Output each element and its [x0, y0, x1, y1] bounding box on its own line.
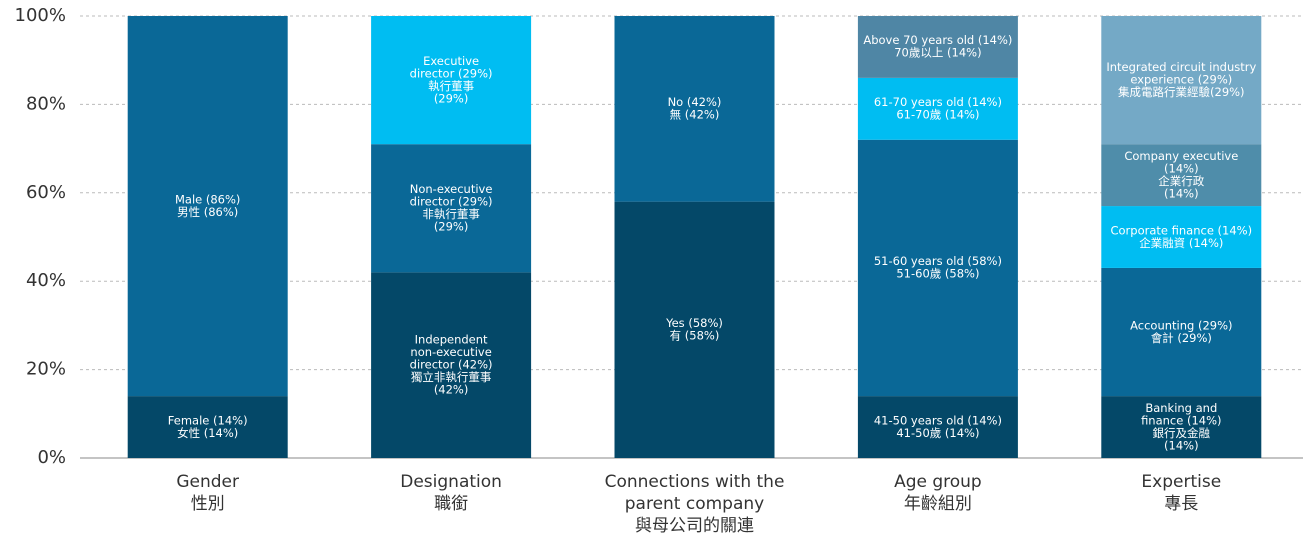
segment-label: Corporate finance (14%) [1110, 223, 1252, 237]
segment-label: Independent [415, 333, 488, 347]
segment-label: 無 (42%) [670, 108, 720, 122]
bar-segment [857, 77, 1018, 140]
bar-segment [127, 396, 288, 458]
bar-segment [371, 16, 532, 145]
segment-label: 41-50 years old (14%) [874, 413, 1002, 427]
y-tick-label: 60% [26, 182, 66, 203]
bar-segment [614, 201, 775, 458]
segment-label: 獨立非執行董事 [411, 370, 492, 384]
bar-segment [614, 16, 775, 202]
segment-label: 銀行及金融 [1153, 426, 1211, 440]
x-tick-label: parent company [625, 494, 764, 514]
segment-label: Female (14%) [168, 413, 248, 427]
segment-label: Integrated circuit industry [1106, 60, 1256, 74]
segment-label: 51-60 years old (58%) [874, 254, 1002, 268]
bar-segment [1101, 144, 1262, 207]
bar-segment [857, 16, 1018, 78]
segment-label: Banking and [1145, 401, 1217, 415]
x-tick-label: Expertise [1141, 472, 1221, 492]
x-tick-label: Age group [894, 472, 982, 492]
segment-label: (14%) [1164, 438, 1199, 452]
y-tick-label: 80% [26, 93, 66, 114]
segment-label: 非執行董事 [422, 207, 480, 221]
bar-segment [1101, 206, 1262, 268]
y-tick-label: 0% [37, 447, 66, 468]
segment-label: director (29%) [410, 66, 493, 80]
segment-label: Executive [423, 54, 479, 68]
bar-segment [857, 139, 1018, 397]
x-tick-label: Gender [176, 472, 239, 492]
bar-segment [857, 396, 1018, 458]
segment-label: 61-70歲 (14%) [896, 108, 979, 122]
x-tick-label: 與母公司的關連 [635, 516, 754, 536]
x-tick-label: Designation [400, 472, 502, 492]
x-tick-label: 性別 [191, 494, 225, 514]
bar-segment [371, 144, 532, 273]
segment-label: 女性 (14%) [177, 426, 238, 440]
bar-segment [1101, 16, 1262, 145]
segment-label: Male (86%) [175, 192, 240, 206]
bar-segment [1101, 267, 1262, 397]
y-tick-label: 100% [15, 5, 66, 26]
segment-label: experience (29%) [1130, 73, 1232, 87]
segment-label: (14%) [1164, 186, 1199, 200]
x-tick-label: 職銜 [434, 494, 468, 514]
bar-segment [127, 16, 288, 397]
y-tick-label: 40% [26, 270, 66, 291]
segment-label: director (42%) [410, 358, 493, 372]
x-tick-label: 專長 [1164, 494, 1198, 514]
y-tick-label: 20% [26, 359, 66, 380]
segment-label: (42%) [434, 383, 469, 397]
segment-label: finance (14%) [1141, 413, 1221, 427]
segment-label: 企業行政 [1158, 174, 1204, 188]
segment-label: 集成電路行業經驗(29%) [1118, 85, 1245, 99]
segment-label: (29%) [434, 91, 469, 105]
segment-label: Non-executive [410, 182, 493, 196]
x-tick-label: Connections with the [605, 472, 785, 492]
segment-label: 企業融資 (14%) [1139, 236, 1223, 250]
segment-label: 會計 (29%) [1151, 331, 1212, 345]
segment-label: 51-60歲 (58%) [896, 267, 979, 281]
segment-label: No (42%) [668, 95, 722, 109]
x-tick-label: 年齡組別 [904, 494, 972, 514]
segment-label: 70歲以上 (14%) [894, 46, 981, 60]
bar-segment [1101, 396, 1262, 458]
segment-label: Above 70 years old (14%) [863, 33, 1012, 47]
segment-label: Company executive [1124, 149, 1238, 163]
segment-label: (14%) [1164, 161, 1199, 175]
segment-label: non-executive [410, 345, 491, 359]
segment-label: 有 (58%) [670, 329, 720, 343]
segment-label: 41-50歲 (14%) [896, 426, 979, 440]
segment-label: Accounting (29%) [1130, 318, 1232, 332]
segment-label: director (29%) [410, 195, 493, 209]
bar-segment [371, 272, 532, 458]
segment-label: 執行董事 [428, 79, 474, 93]
segment-label: 男性 (86%) [177, 205, 238, 219]
segment-label: (29%) [434, 220, 469, 234]
segment-label: Yes (58%) [665, 316, 723, 330]
segment-label: 61-70 years old (14%) [874, 95, 1002, 109]
